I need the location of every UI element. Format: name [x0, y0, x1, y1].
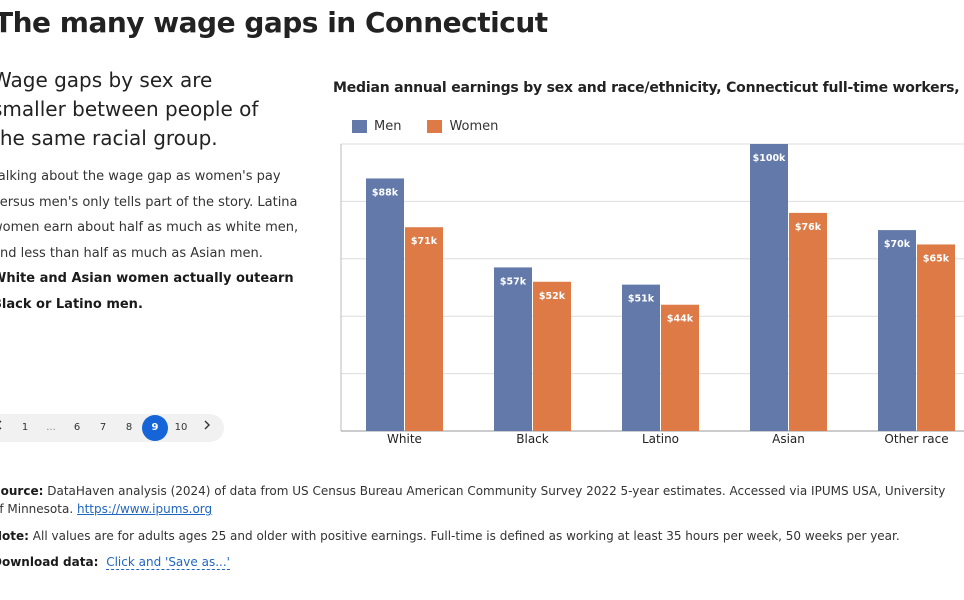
note-text: All values are for adults ages 25 and ol… — [32, 529, 900, 543]
bar-men-asian[interactable] — [750, 144, 788, 431]
legend-item-men[interactable]: Men — [352, 119, 401, 134]
download-link[interactable]: Click and 'Save as...' — [106, 555, 230, 570]
legend-label-women: Women — [449, 119, 499, 134]
chevron-right-icon[interactable] — [194, 415, 220, 441]
source-line: Source: DataHaven analysis (2024) of dat… — [0, 482, 952, 518]
page-button-6[interactable]: 6 — [73, 422, 81, 433]
data-label-women-latino: $44k — [667, 314, 694, 325]
data-label-men-white: $88k — [372, 187, 399, 198]
data-label-women-other-race: $65k — [923, 253, 950, 264]
source-text: DataHaven analysis (2024) of data from U… — [0, 484, 946, 516]
page-button-10[interactable]: 10 — [174, 422, 188, 433]
chart-legend: Men Women — [352, 119, 498, 134]
page-button-8[interactable]: 8 — [125, 422, 133, 433]
legend-label-men: Men — [374, 119, 402, 134]
page-title: The many wage gaps in Connecticut — [0, 6, 548, 39]
x-tick-label-other-race: Other race — [884, 432, 948, 446]
data-label-women-asian: $76k — [795, 222, 822, 233]
bar-women-asian[interactable] — [789, 212, 827, 431]
x-tick-label-white: White — [387, 432, 422, 446]
legend-swatch-men — [352, 120, 367, 133]
data-label-women-black: $52k — [539, 291, 566, 302]
data-label-women-white: $71k — [411, 236, 438, 247]
x-tick-label-asian: Asian — [772, 432, 805, 446]
bar-men-black[interactable] — [494, 267, 532, 431]
legend-swatch-women — [427, 120, 443, 133]
story-subhead: Wage gaps by sex are smaller between peo… — [0, 68, 259, 150]
chart-title: Median annual earnings by sex and race/e… — [333, 80, 964, 96]
data-label-men-black: $57k — [500, 276, 527, 287]
bar-women-black[interactable] — [533, 281, 571, 431]
page-ellipsis: ... — [46, 422, 56, 433]
source-label: Source: — [0, 484, 44, 498]
x-tick-label-black: Black — [516, 432, 549, 446]
note-label: Note: — [0, 529, 29, 543]
download-line: Download data: Click and 'Save as...' — [0, 553, 230, 571]
story-body-plain: Talking about the wage gap as women's pa… — [0, 169, 299, 261]
source-link[interactable]: https://www.ipums.org — [76, 502, 213, 516]
note-line: Note: All values are for adults ages 25 … — [0, 527, 900, 545]
bar-women-white[interactable] — [405, 227, 443, 431]
bar-men-other-race[interactable] — [878, 230, 916, 431]
bar-women-latino[interactable] — [661, 304, 699, 431]
pagination: 1 ... 6 7 8 9 10 — [0, 414, 224, 442]
story-body-bold: White and Asian women actually outearn B… — [0, 271, 294, 312]
bar-chart: $88k $71k White $57k $52k Black $51k $44k Latino… — [340, 143, 964, 446]
x-tick-label-latino: Latino — [642, 432, 679, 446]
bar-men-latino[interactable] — [622, 284, 660, 431]
page-button-1[interactable]: 1 — [21, 422, 29, 433]
data-label-men-latino: $51k — [628, 294, 655, 305]
data-label-men-asian: $100k — [753, 153, 786, 164]
download-label: Download data: — [0, 555, 99, 569]
page-button-9-active[interactable]: 9 — [142, 415, 168, 441]
legend-item-women[interactable]: Women — [427, 119, 498, 134]
bar-women-other-race[interactable] — [917, 244, 955, 431]
data-label-men-other-race: $70k — [884, 239, 911, 250]
story-body: Talking about the wage gap as women's pa… — [0, 164, 310, 317]
page-button-7[interactable]: 7 — [99, 422, 107, 433]
bar-men-white[interactable] — [366, 178, 404, 431]
